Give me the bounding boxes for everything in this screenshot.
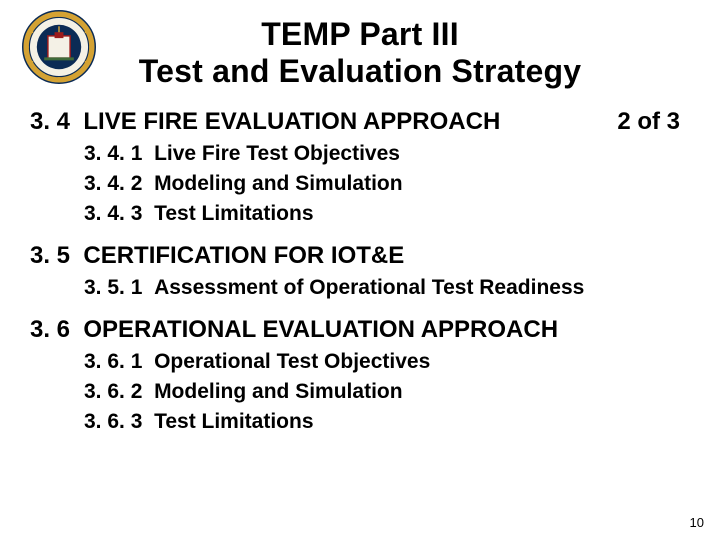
page-indicator: 2 of 3 <box>617 108 680 136</box>
section-title: LIVE FIRE EVALUATION APPROACH <box>83 108 500 135</box>
section-3-6-heading: 3. 6 OPERATIONAL EVALUATION APPROACH <box>30 316 690 344</box>
sub-item: 3. 6. 3 Test Limitations <box>84 410 690 434</box>
section-3-6-subs: 3. 6. 1 Operational Test Objectives 3. 6… <box>84 350 690 434</box>
sub-item: 3. 4. 1 Live Fire Test Objectives <box>84 142 690 166</box>
sub-item: 3. 4. 2 Modeling and Simulation <box>84 172 690 196</box>
sub-item: 3. 6. 2 Modeling and Simulation <box>84 380 690 404</box>
section-title: OPERATIONAL EVALUATION APPROACH <box>83 316 558 343</box>
section-3-5: 3. 5 CERTIFICATION FOR IOT&E 3. 5. 1 Ass… <box>30 242 690 300</box>
section-3-6: 3. 6 OPERATIONAL EVALUATION APPROACH 3. … <box>30 316 690 434</box>
section-number: 3. 6 <box>30 316 70 343</box>
section-3-4-row: 3. 4 LIVE FIRE EVALUATION APPROACH 2 of … <box>30 108 690 136</box>
section-title: CERTIFICATION FOR IOT&E <box>83 242 404 269</box>
title-line-1: TEMP Part III <box>30 16 690 53</box>
section-number: 3. 5 <box>30 242 70 269</box>
slide-title: TEMP Part III Test and Evaluation Strate… <box>30 16 690 90</box>
page-number: 10 <box>690 515 704 530</box>
sub-item: 3. 5. 1 Assessment of Operational Test R… <box>84 276 690 300</box>
army-seal-icon <box>22 10 96 84</box>
section-3-5-subs: 3. 5. 1 Assessment of Operational Test R… <box>84 276 690 300</box>
section-3-5-heading: 3. 5 CERTIFICATION FOR IOT&E <box>30 242 690 270</box>
section-3-4-heading: 3. 4 LIVE FIRE EVALUATION APPROACH <box>30 108 500 136</box>
sub-item: 3. 4. 3 Test Limitations <box>84 202 690 226</box>
title-line-2: Test and Evaluation Strategy <box>30 53 690 90</box>
section-number: 3. 4 <box>30 108 70 135</box>
sub-item: 3. 6. 1 Operational Test Objectives <box>84 350 690 374</box>
section-3-4-subs: 3. 4. 1 Live Fire Test Objectives 3. 4. … <box>84 142 690 226</box>
slide: TEMP Part III Test and Evaluation Strate… <box>0 0 720 540</box>
